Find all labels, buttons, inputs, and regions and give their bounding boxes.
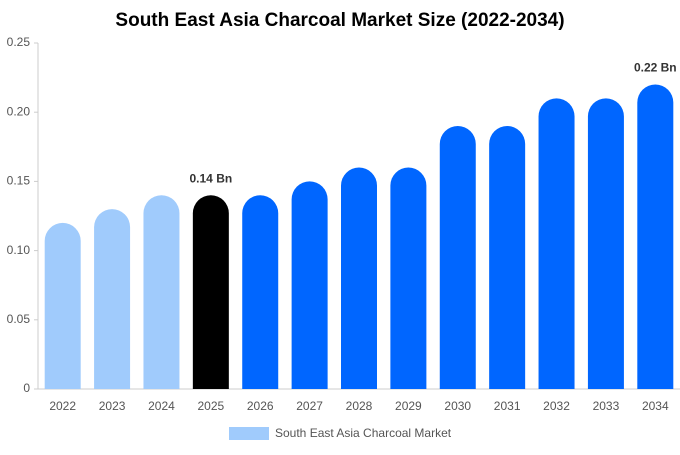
bar: [538, 98, 575, 390]
y-tick-label: 0.25: [7, 35, 31, 49]
x-tick-label: 2033: [593, 399, 620, 413]
x-tick-label: 2022: [49, 399, 76, 413]
data-label: 0.22 Bn: [634, 61, 677, 75]
legend-label: South East Asia Charcoal Market: [275, 426, 452, 440]
bar: [439, 126, 476, 390]
x-tick-label: 2023: [99, 399, 126, 413]
x-tick-label: 2024: [148, 399, 175, 413]
bar: [587, 98, 624, 390]
x-tick-label: 2028: [346, 399, 373, 413]
y-tick-label: 0.20: [7, 104, 31, 118]
legend-swatch: [229, 427, 269, 440]
y-tick-label: 0.05: [7, 312, 31, 326]
bar: [390, 167, 427, 389]
bar: [44, 222, 81, 389]
bar: [291, 181, 328, 389]
bar: [143, 195, 180, 389]
bar: [242, 195, 279, 389]
x-tick-label: 2029: [395, 399, 422, 413]
x-tick-label: 2027: [296, 399, 323, 413]
x-tick-label: 2034: [642, 399, 669, 413]
bar: [94, 209, 131, 389]
bar: [192, 195, 229, 389]
bar: [489, 126, 526, 390]
chart-title: South East Asia Charcoal Market Size (20…: [115, 10, 564, 31]
y-tick-label: 0: [23, 381, 30, 395]
x-tick-label: 2030: [444, 399, 471, 413]
y-tick-label: 0.10: [7, 243, 31, 257]
x-tick-label: 2032: [543, 399, 570, 413]
data-label: 0.14 Bn: [190, 171, 233, 185]
bar: [341, 167, 377, 389]
y-tick-label: 0.15: [7, 174, 31, 188]
x-tick-label: 2026: [247, 399, 274, 413]
bar: [637, 84, 674, 390]
x-tick-label: 2031: [494, 399, 521, 413]
x-tick-label: 2025: [197, 399, 224, 413]
